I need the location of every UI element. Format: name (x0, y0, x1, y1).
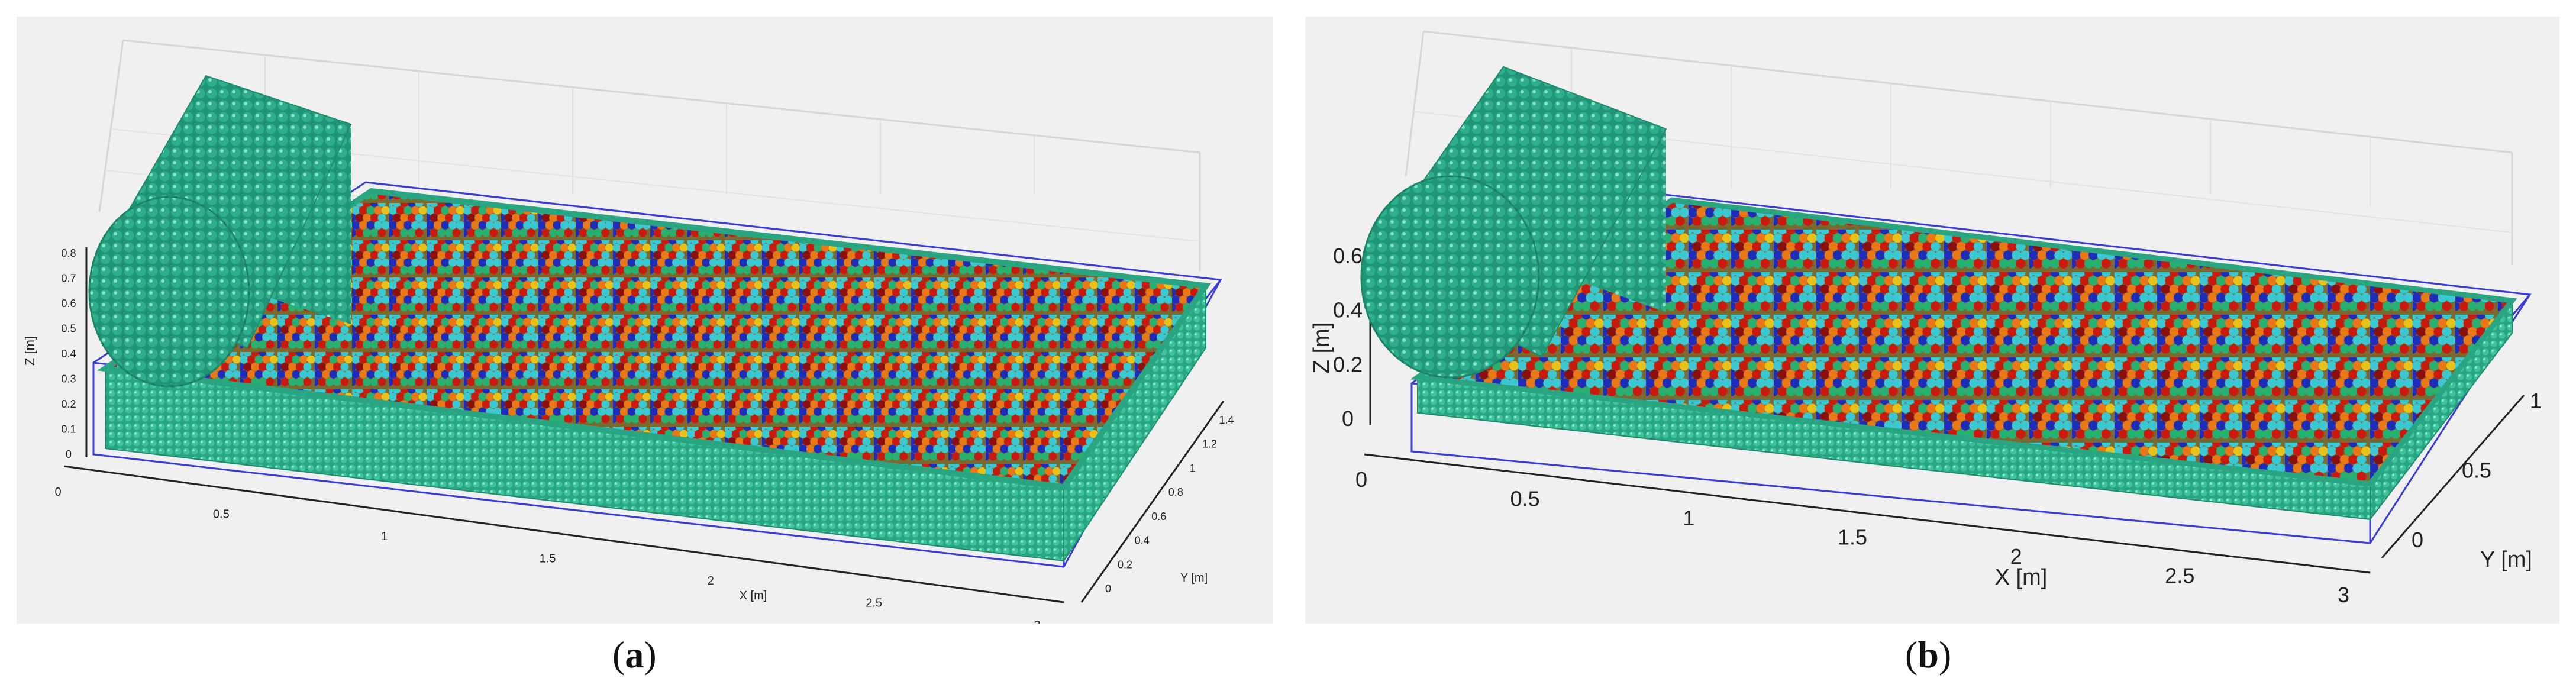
y-tick-label: 1 (1190, 462, 1196, 474)
x-tick-label: 0.5 (1510, 487, 1540, 511)
z-tick-label: 0.7 (61, 273, 76, 285)
x-tick-label: 1 (381, 530, 388, 543)
x-tick-label: 2.5 (2165, 564, 2194, 588)
x-tick-label: 1.5 (1838, 525, 1867, 550)
z-tick-label: 0.6 (1333, 244, 1363, 268)
simulation-view-b: 0 0.2 0.4 0.6 Z [m] 0 0.5 1 1.5 2 2.5 3 X [m] (1305, 17, 2559, 624)
x-axis-label: X [m] (740, 589, 767, 602)
y-tick-label: 0.2 (1118, 558, 1132, 570)
caption-b: (b) (1905, 634, 1952, 676)
z-tick-label: 0.4 (1333, 298, 1363, 322)
z-tick-label: 0.5 (61, 323, 76, 335)
x-tick-label: 3 (2338, 583, 2349, 607)
z-axis: 0 0.1 0.2 0.3 0.4 0.5 0.6 0.7 0.8 Z [m] (22, 247, 88, 460)
y-tick-label: 1.4 (1219, 414, 1234, 426)
z-axis-label: Z [m] (22, 336, 37, 366)
z-tick-label: 0.6 (61, 298, 76, 309)
y-tick-label: 1.2 (1202, 438, 1217, 450)
caption-a: (a) (612, 634, 657, 676)
plot-3d-b: 0 0.2 0.4 0.6 Z [m] 0 0.5 1 1.5 2 2.5 3 X [m] (1309, 30, 2542, 607)
container (97, 188, 1211, 563)
z-tick-label: 0.1 (61, 424, 76, 435)
z-tick-label: 0.2 (1333, 352, 1363, 376)
y-tick-label: 0.6 (1151, 511, 1166, 522)
z-tick-label: 0.2 (61, 398, 76, 410)
x-axis-label: X [m] (1995, 565, 2048, 590)
x-tick-label: 2.5 (866, 597, 882, 610)
roller-drum (1360, 66, 1667, 379)
x-axis: 0 0.5 1 1.5 2 2.5 3 X [m] (54, 465, 1064, 624)
y-tick-label: 0.5 (2462, 458, 2491, 483)
y-axis: 0 0.5 1 Y [m] (2381, 389, 2542, 572)
z-tick-label: 0.4 (61, 348, 76, 360)
z-tick-label: 0.3 (61, 373, 76, 385)
roller-drum (88, 75, 352, 388)
y-axis: 0 0.20.4 0.6 0.8 1 1.21.4 Y [m] (1080, 401, 1234, 603)
z-axis: 0 0.2 0.4 0.6 Z [m] (1309, 244, 1371, 431)
plot-3d-a: 0 0.1 0.2 0.3 0.4 0.5 0.6 0.7 0.8 Z [m] 0 0.5 1 1.5… (22, 39, 1234, 624)
y-tick-label: 0 (2412, 528, 2423, 552)
container (1410, 197, 2517, 521)
z-axis-label: Z [m] (1309, 322, 1334, 374)
x-tick-label: 2 (2010, 544, 2022, 569)
x-tick-label: 3 (1034, 619, 1040, 624)
z-tick-label: 0.8 (61, 247, 76, 259)
x-axis: 0 0.5 1 1.5 2 2.5 3 X [m] (1355, 453, 2371, 607)
y-axis-label: Y [m] (2480, 547, 2532, 572)
x-tick-label: 0 (54, 486, 61, 499)
x-tick-label: 1.5 (540, 553, 556, 566)
z-tick-label: 0 (1342, 406, 1354, 431)
y-axis-label: Y [m] (1180, 571, 1208, 585)
y-tick-label: 0.8 (1168, 486, 1183, 498)
simulation-view-a: 0 0.1 0.2 0.3 0.4 0.5 0.6 0.7 0.8 Z [m] 0 0.5 1 1.5… (17, 17, 1273, 624)
y-tick-label: 0.4 (1135, 535, 1150, 547)
z-tick-label: 0 (66, 448, 72, 460)
x-tick-label: 1 (1683, 506, 1694, 530)
y-tick-label: 1 (2530, 389, 2542, 413)
x-tick-label: 2 (708, 574, 714, 587)
x-tick-label: 0.5 (213, 508, 230, 521)
x-tick-label: 0 (1355, 467, 1367, 492)
y-tick-label: 0 (1105, 583, 1111, 595)
